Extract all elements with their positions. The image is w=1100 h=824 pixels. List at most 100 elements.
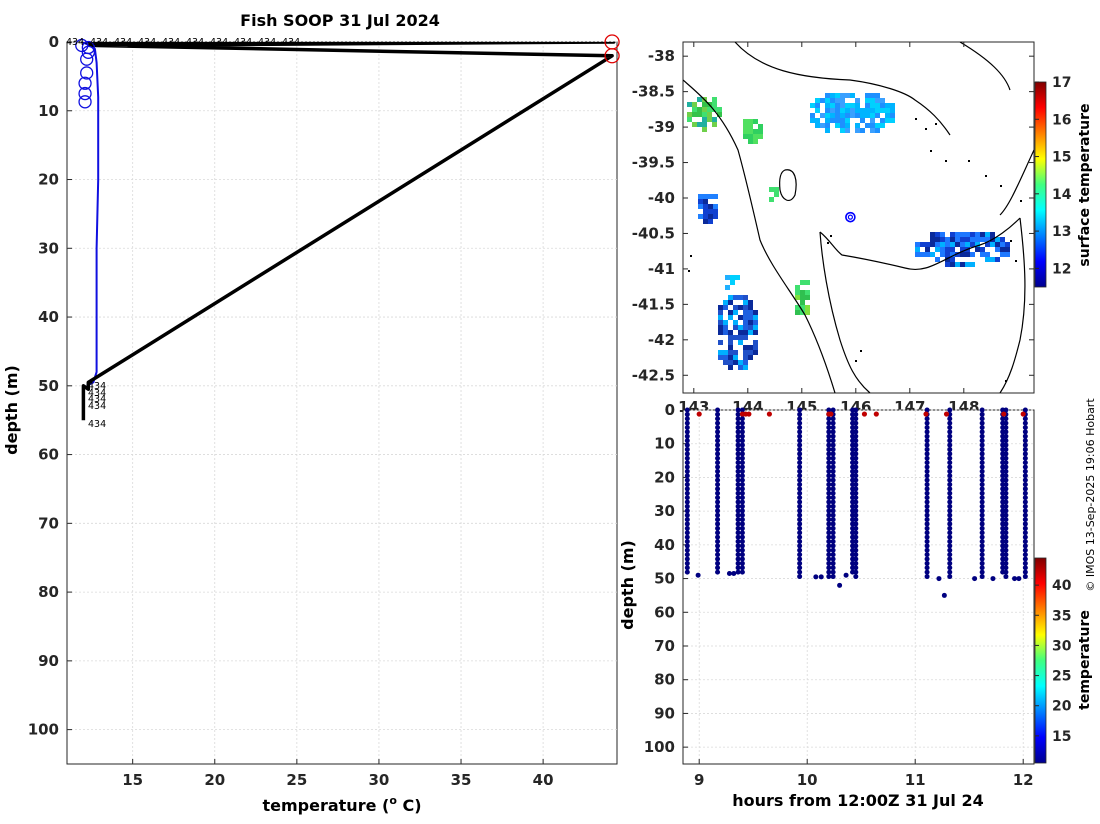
- timeseries-point: [979, 442, 985, 448]
- timeseries-point: [684, 416, 690, 422]
- sst-pixel: [753, 350, 758, 355]
- timeseries-point: [739, 490, 745, 496]
- timeseries-panel: 9 10 11 12 0 10 20 30 40 50 60 70 80 90 100 hours from…: [618, 401, 1093, 810]
- top-tag-label: 434: [234, 37, 252, 48]
- sst-pixel: [717, 112, 722, 117]
- timeseries-point: [830, 425, 836, 431]
- sst-pixel: [885, 103, 890, 108]
- sst-pixel: [940, 237, 945, 242]
- timeseries-point: [826, 451, 832, 457]
- timeseries-point: [1003, 543, 1009, 549]
- timeseries-point: [739, 495, 745, 501]
- sst-pixel: [990, 257, 995, 262]
- timeseries-point: [715, 499, 721, 505]
- sst-pixel: [940, 232, 945, 237]
- timeseries-point: [853, 530, 859, 536]
- timeseries-point: [684, 464, 690, 470]
- sst-pixel: [965, 242, 970, 247]
- timeseries-point: [684, 433, 690, 439]
- timeseries-point: [947, 429, 953, 435]
- timeseries-point: [715, 552, 721, 558]
- map-ytick-label: -38: [648, 47, 675, 65]
- temperature-profile-line: [81, 42, 100, 387]
- sst-pixel: [890, 118, 895, 123]
- sst-pixel: [1005, 252, 1010, 257]
- sst-pixel: [748, 124, 753, 129]
- timeseries-point: [735, 446, 741, 452]
- timeseries-point: [826, 521, 832, 527]
- sst-pixel: [698, 204, 703, 209]
- sst-pixel: [743, 305, 748, 310]
- sst-pixel: [950, 252, 955, 257]
- timeseries-point: [739, 565, 745, 571]
- sst-pixel: [733, 360, 738, 365]
- timeseries-point: [830, 468, 836, 474]
- profile-ytick-label: 0: [49, 33, 59, 51]
- timeseries-point: [797, 569, 803, 575]
- sst-pixel: [702, 117, 707, 122]
- timeseries-point: [715, 530, 721, 536]
- timeseries-point: [830, 451, 836, 457]
- sst-pixel: [960, 262, 965, 267]
- timeseries-point: [715, 416, 721, 422]
- timeseries-point: [684, 495, 690, 501]
- sst-pixel: [825, 93, 830, 98]
- timeseries-point: [731, 571, 737, 577]
- timeseries-point: [924, 569, 930, 575]
- timeseries-point: [797, 547, 803, 553]
- timeseries-point: [715, 455, 721, 461]
- sst-colorbar: [1034, 81, 1047, 288]
- timeseries-point: [1022, 574, 1028, 580]
- timeseries-point: [830, 490, 836, 496]
- timeseries-point: [826, 490, 832, 496]
- timeseries-point: [924, 425, 930, 431]
- sst-pixel: [702, 127, 707, 132]
- timeseries-point: [684, 547, 690, 553]
- timeseries-point: [924, 499, 930, 505]
- timeseries-point: [947, 438, 953, 444]
- timeseries-point: [924, 512, 930, 518]
- timeseries-point: [684, 560, 690, 566]
- sst-pixel: [692, 122, 697, 127]
- timeseries-point: [830, 560, 836, 566]
- timeseries-point: [1003, 473, 1009, 479]
- timeseries-point: [797, 429, 803, 435]
- timeseries-point: [947, 574, 953, 580]
- timeseries-point: [830, 455, 836, 461]
- temperature-colorbar-label: temperature: [1077, 610, 1093, 710]
- timeseries-point: [947, 517, 953, 523]
- timeseries-point: [979, 473, 985, 479]
- timeseries-point: [797, 425, 803, 431]
- sst-pixel: [875, 103, 880, 108]
- sst-colorbar-tick-label: 16: [1052, 112, 1071, 128]
- sst-pixel: [703, 204, 708, 209]
- timeseries-point: [1022, 569, 1028, 575]
- sst-pixel: [885, 108, 890, 113]
- timeseries-point: [947, 442, 953, 448]
- timeseries-point: [715, 482, 721, 488]
- sst-pixel: [753, 340, 758, 345]
- timeseries-point: [715, 429, 721, 435]
- sst-pixel: [820, 98, 825, 103]
- timeseries-point: [947, 455, 953, 461]
- timeseries-point: [853, 503, 859, 509]
- sst-pixel: [698, 214, 703, 219]
- sst-pixel: [702, 107, 707, 112]
- timeseries-point: [924, 473, 930, 479]
- timeseries-point: [924, 525, 930, 531]
- sst-pixel: [940, 247, 945, 252]
- timeseries-point: [826, 495, 832, 501]
- sst-pixel: [723, 320, 728, 325]
- timeseries-point: [1022, 543, 1028, 549]
- timeseries-point: [695, 572, 701, 578]
- sst-pixel: [723, 305, 728, 310]
- timeseries-point: [735, 538, 741, 544]
- sst-pixel: [738, 360, 743, 365]
- timeseries-point: [735, 477, 741, 483]
- timeseries-point: [735, 416, 741, 422]
- timeseries-point: [1003, 552, 1009, 558]
- sst-pixel: [692, 112, 697, 117]
- sst-pixel: [728, 315, 733, 320]
- island-dot: [1000, 185, 1002, 187]
- sst-pixel: [728, 360, 733, 365]
